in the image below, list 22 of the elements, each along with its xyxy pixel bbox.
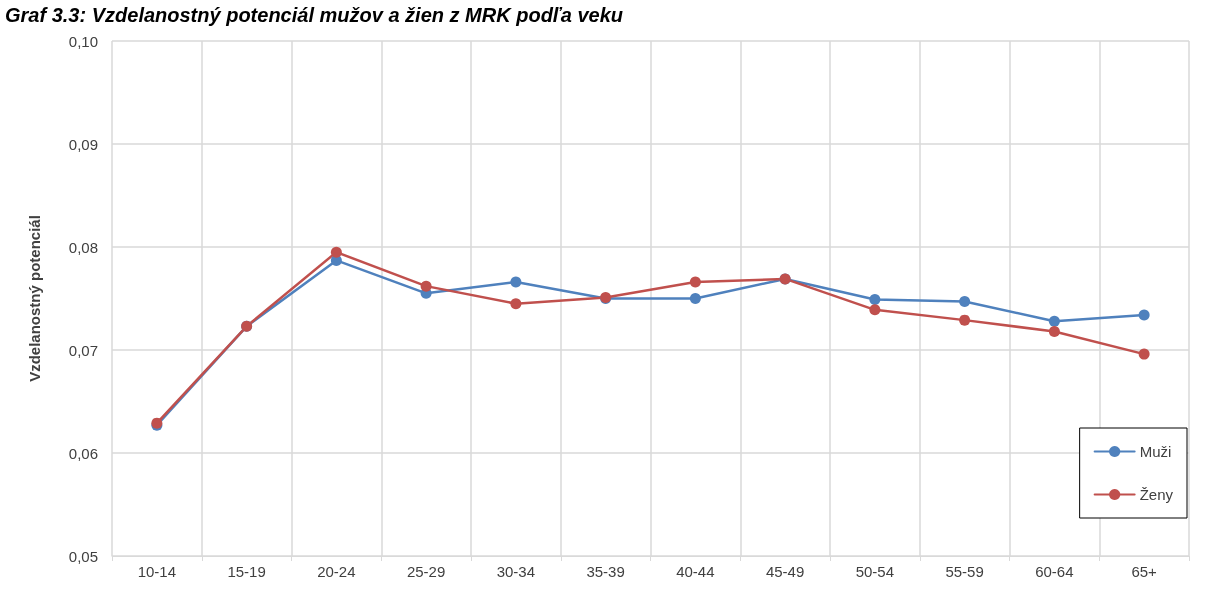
y-tick-label: 0,08 [68,238,98,256]
y-axis-title: Vzdelanostný potenciál [26,215,43,382]
y-tick-label: 0,07 [68,341,98,359]
x-tick-label: 30-34 [496,563,536,580]
x-tick-label: 40-44 [676,563,715,580]
x-tick-label: 65+ [1131,563,1158,580]
x-tick-label: 45-49 [765,563,805,580]
x-tick-label: 20-24 [317,563,356,580]
x-tick-label: 35-39 [586,563,625,580]
x-tick-label: 60-64 [1035,563,1074,580]
y-tick-label: 0,10 [68,32,98,50]
y-tick-label: 0,06 [68,444,98,462]
x-tick-label: 10-14 [137,563,177,580]
x-tick-label: 15-19 [227,563,266,580]
chart-title: Graf 3.3: Vzdelanostný potenciál mužov a žien z MRK podľa veku [5,4,624,26]
legend-label: Muži [1139,443,1172,460]
y-tick-label: 0,09 [68,135,98,153]
legend-label: Ženy [1139,486,1174,503]
x-tick-label: 55-59 [945,563,984,580]
x-tick-label: 25-29 [406,563,446,580]
y-tick-label: 0,05 [68,547,98,565]
x-tick-label: 50-54 [855,563,895,580]
